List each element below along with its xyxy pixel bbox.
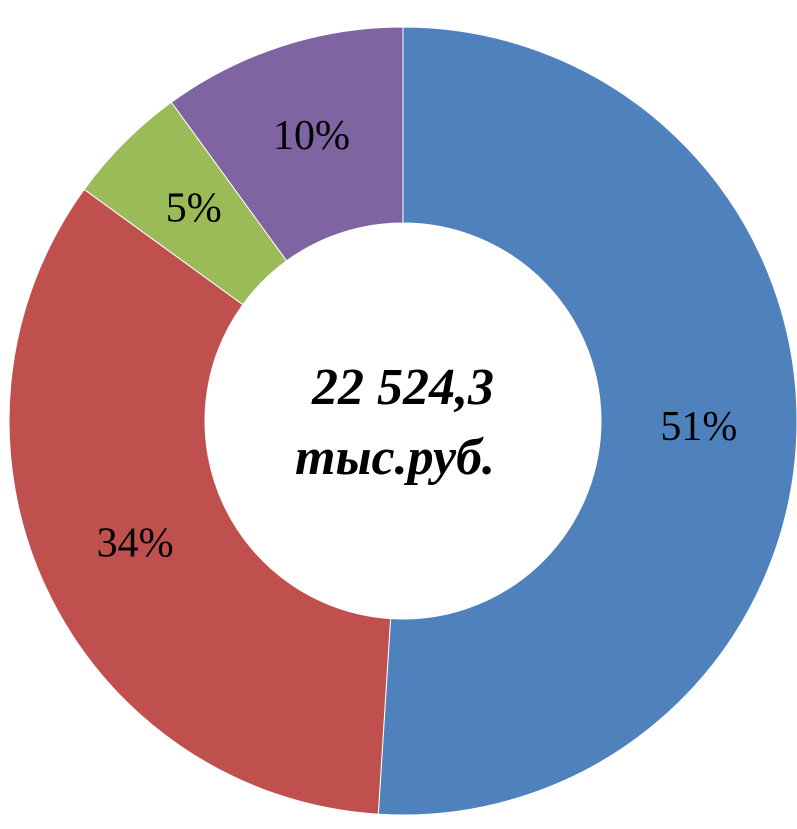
center-label: тыс.руб. bbox=[295, 429, 495, 486]
donut-segment bbox=[8, 188, 392, 815]
data-label: 5% bbox=[166, 185, 222, 231]
data-label: 10% bbox=[273, 113, 350, 159]
donut-segment bbox=[170, 26, 404, 262]
data-label: 34% bbox=[97, 521, 174, 567]
donut-segment bbox=[377, 26, 797, 816]
center-label: 22 524,3 bbox=[311, 359, 494, 416]
data-label: 51% bbox=[660, 404, 737, 450]
